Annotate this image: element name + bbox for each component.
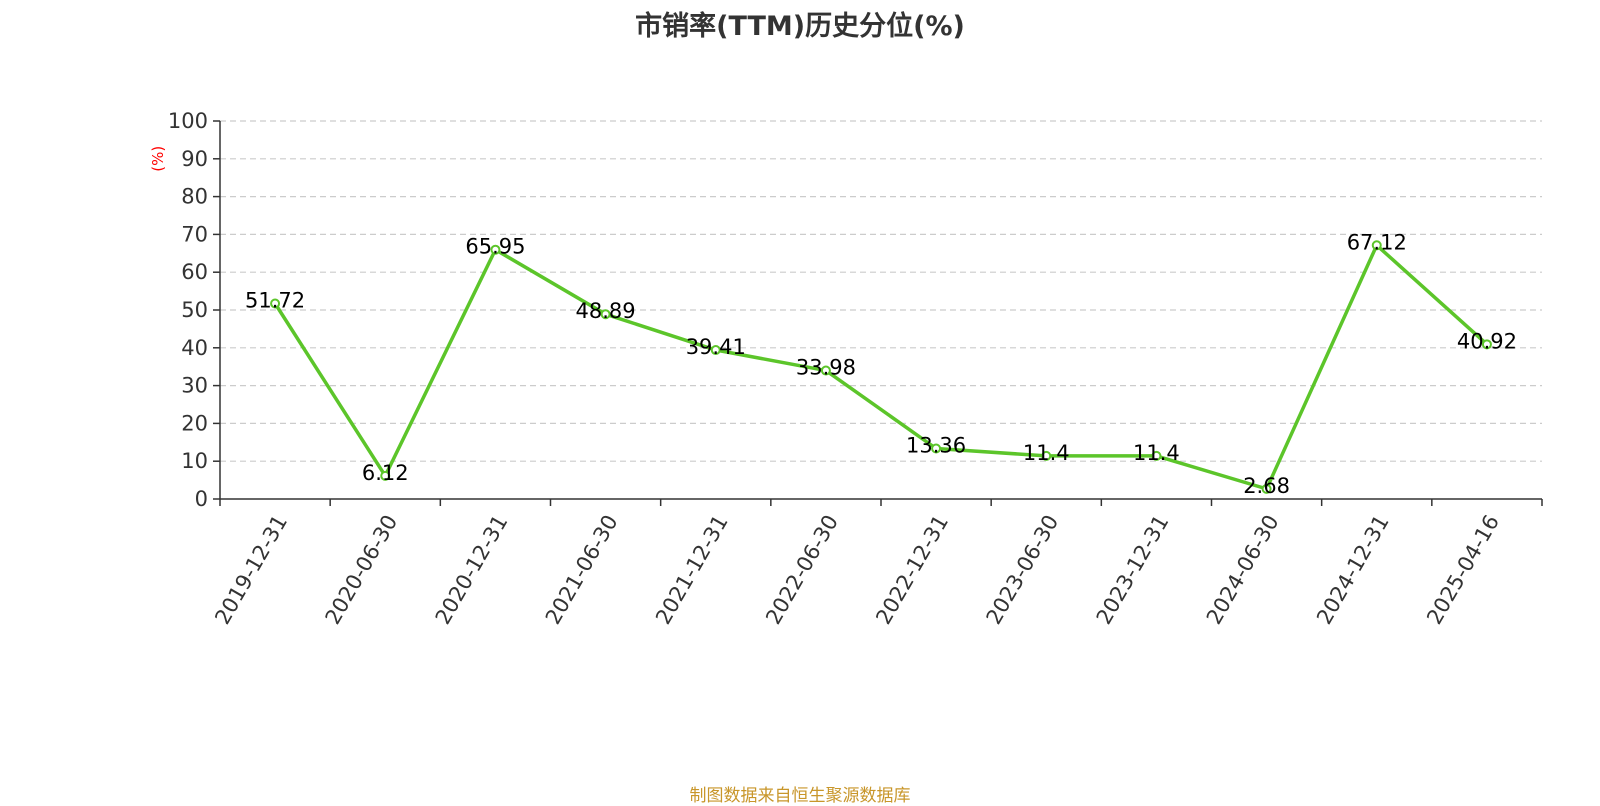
- x-tick-label: 2021-06-30: [541, 511, 623, 629]
- y-tick-label: 20: [181, 411, 208, 435]
- data-label: 67.12: [1347, 230, 1407, 254]
- x-tick-label: 2019-12-31: [210, 511, 292, 629]
- data-labels: 51.72 6.12 65.95 48.89 39.41 33.98 13.36 11.4 11…: [245, 230, 1517, 498]
- y-tick-label: 50: [181, 298, 208, 322]
- y-axis-unit-label: (%): [149, 146, 167, 172]
- data-label: 11.4: [1133, 441, 1180, 465]
- chart-title: 市销率(TTM)历史分位(%): [635, 11, 965, 42]
- y-tick-label: 30: [181, 374, 208, 398]
- y-tick-label: 100: [168, 109, 208, 133]
- data-label: 2.68: [1243, 474, 1290, 498]
- data-point: [270, 298, 281, 309]
- grid-lines: [220, 120, 1542, 462]
- y-tick-label: 0: [195, 487, 208, 511]
- data-point: [1041, 450, 1052, 461]
- data-label: 51.72: [245, 288, 305, 312]
- x-axis-ticks: 2019-12-31 2020-06-30 2020-12-31 2021-06-30…: [210, 499, 1543, 629]
- data-point: [1481, 339, 1492, 350]
- x-tick-label: 2024-12-31: [1312, 511, 1394, 629]
- data-label: 40.92: [1457, 329, 1517, 353]
- x-tick-label: 2022-12-31: [871, 511, 953, 629]
- data-point: [380, 470, 391, 481]
- x-tick-label: 2025-04-16: [1422, 511, 1504, 629]
- x-tick-label: 2020-12-31: [431, 511, 513, 629]
- y-tick-label: 40: [181, 336, 208, 360]
- data-label: 33.98: [796, 356, 856, 380]
- y-tick-label: 80: [181, 185, 208, 209]
- x-tick-label: 2021-12-31: [651, 511, 733, 629]
- data-label: 48.89: [576, 299, 636, 323]
- data-point: [600, 309, 611, 320]
- data-label: 39.41: [686, 335, 746, 359]
- data-point: [931, 443, 942, 454]
- x-tick-label: 2024-06-30: [1202, 511, 1284, 629]
- x-tick-label: 2022-06-30: [761, 511, 843, 629]
- data-point: [820, 365, 831, 376]
- data-point: [1371, 240, 1382, 251]
- series-line: [273, 243, 1489, 491]
- data-label: 13.36: [906, 433, 966, 457]
- y-tick-label: 10: [181, 449, 208, 473]
- x-tick-label: 2023-06-30: [982, 511, 1064, 629]
- y-tick-label: 90: [181, 147, 208, 171]
- y-tick-label: 60: [181, 260, 208, 284]
- data-label: 11.4: [1023, 441, 1070, 465]
- y-axis-ticks: 0 10 20 30 40 50 60 70 80 90 100: [168, 109, 220, 511]
- source-note: 制图数据来自恒生聚源数据库: [689, 786, 911, 806]
- data-label: 65.95: [465, 235, 525, 259]
- data-point: [710, 345, 721, 356]
- data-label: 6.12: [362, 461, 409, 485]
- x-tick-label: 2020-06-30: [321, 511, 403, 629]
- data-point: [1261, 483, 1272, 494]
- y-tick-label: 70: [181, 222, 208, 246]
- x-tick-label: 2023-12-31: [1092, 511, 1174, 629]
- data-point: [490, 244, 501, 255]
- series: [270, 240, 1492, 494]
- data-point: [1151, 450, 1162, 461]
